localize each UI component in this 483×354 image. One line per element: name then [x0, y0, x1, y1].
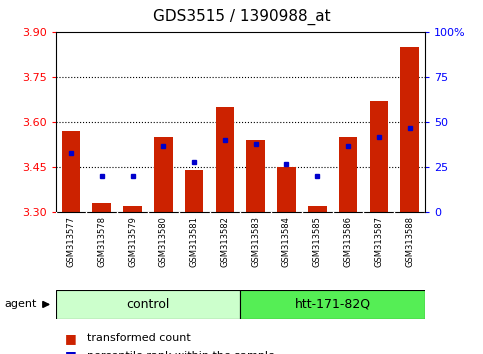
Text: ■: ■ [65, 349, 77, 354]
Text: agent: agent [5, 299, 37, 309]
Text: GSM313580: GSM313580 [159, 216, 168, 267]
Text: control: control [126, 298, 170, 311]
Bar [339, 137, 357, 212]
Text: GSM313579: GSM313579 [128, 216, 137, 267]
Text: GSM313586: GSM313586 [343, 216, 353, 267]
Bar [62, 131, 80, 212]
Text: GSM313585: GSM313585 [313, 216, 322, 267]
Bar [369, 101, 388, 212]
Text: htt-171-82Q: htt-171-82Q [295, 298, 371, 311]
Bar [400, 47, 419, 212]
Bar [154, 137, 172, 212]
Text: GDS3515 / 1390988_at: GDS3515 / 1390988_at [153, 9, 330, 25]
Text: GSM313584: GSM313584 [282, 216, 291, 267]
Bar [56, 290, 241, 319]
Text: GSM313583: GSM313583 [251, 216, 260, 267]
Text: ■: ■ [65, 332, 77, 344]
Text: GSM313577: GSM313577 [67, 216, 75, 267]
Bar [185, 170, 203, 212]
Bar [246, 140, 265, 212]
Bar [308, 206, 327, 212]
Bar [240, 290, 425, 319]
Text: GSM313588: GSM313588 [405, 216, 414, 267]
Bar [123, 206, 142, 212]
Bar [92, 203, 111, 212]
Bar [277, 167, 296, 212]
Text: percentile rank within the sample: percentile rank within the sample [87, 351, 275, 354]
Text: transformed count: transformed count [87, 333, 191, 343]
Bar [215, 107, 234, 212]
Text: GSM313587: GSM313587 [374, 216, 384, 267]
Text: GSM313581: GSM313581 [190, 216, 199, 267]
Text: GSM313582: GSM313582 [220, 216, 229, 267]
Text: GSM313578: GSM313578 [97, 216, 106, 267]
